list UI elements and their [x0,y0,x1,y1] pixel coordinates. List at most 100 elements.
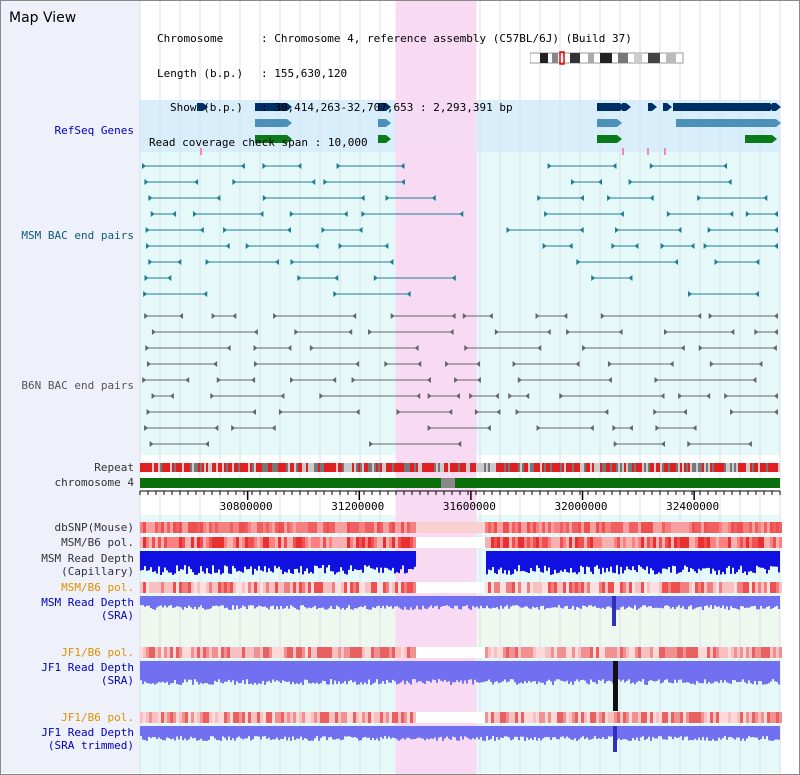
msm-depth-sra-bar [538,596,540,610]
msm-bac-end [142,163,147,169]
msm-depth-sra-bar [386,596,388,606]
chromosome-ideogram[interactable] [530,51,685,65]
dbsnp-cell [296,522,299,533]
msm-depth-sra-bar [562,596,564,609]
repeat-block [350,463,352,472]
msm-depth-sra-bar [372,596,374,608]
jf1-depth-trim-bar [658,726,660,737]
jf1-depth-trim-bar [678,726,680,738]
jf1-depth-trim-bar [618,726,620,739]
track-label-msm-b6-pol-sra[interactable]: MSM/B6 pol. [61,581,134,594]
msm-pol-cell [638,537,641,548]
jf1-depth-trim-bar [274,726,276,740]
msm-depth-cap-bar [230,551,232,574]
msm-depth-cap-bar [686,551,688,567]
msm-depth-cap-bar [538,551,540,569]
track-label-refseq[interactable]: RefSeq Genes [54,124,134,137]
jf1-depth-bar [676,661,678,683]
jf1-pol-cell [251,647,254,658]
dbsnp-cell [398,522,401,533]
jf1-depth-trim-bar [454,726,456,738]
msm-depth-cap-bar [624,551,626,571]
msm-depth-cap-bar [582,551,584,568]
jf1-pol-trim-cell [572,712,575,723]
jf1-pol-trim-cell [500,712,503,723]
msm-depth-cap-bar [194,551,196,575]
msm-depth-sra-bar [262,596,264,607]
jf1-depth-bar [382,661,384,682]
jf1-pol-trim-cell [380,712,383,723]
msm-pol-sra-cell [332,582,335,593]
track-label-chromosome[interactable]: chromosome 4 [54,476,134,489]
msm-pol-sra-cell [689,582,692,593]
msm-depth-cap-bar [736,551,738,573]
msm-depth-sra-bar [602,596,604,608]
jf1-depth-bar [158,661,160,682]
track-label-msm-depth-cap[interactable]: MSM Read Depth (Capillary) [41,552,134,578]
jf1-depth-bar [620,661,622,682]
jf1-pol-cell [506,647,509,658]
repeat-block [416,463,418,472]
b6n-bac-end [537,345,542,351]
msm-bac-end [459,211,464,217]
track-label-jf1-depth-trim[interactable]: JF1 Read Depth (SRA trimmed) [41,726,134,752]
msm-depth-cap-bar [704,551,706,569]
jf1-depth-trim-bar [650,726,652,741]
jf1-pol-trim-cell [626,712,629,723]
msm-pol-sra-cell [602,582,605,593]
jf1-depth-trim-bar [246,726,248,739]
msm-depth-sra-bar [216,596,218,606]
dbsnp-cell [254,522,257,533]
msm-bac-end [148,195,153,201]
msm-depth-sra-bar [344,596,346,610]
msm-depth-cap-bar [694,551,696,572]
jf1-depth-bar [556,661,558,680]
msm-depth-sra-bar [652,596,654,609]
jf1-depth-bar [374,661,376,683]
msm-pol-cell [728,537,731,548]
track-label-msm-bac[interactable]: MSM BAC end pairs [21,229,134,242]
dbsnp-cell [599,522,602,533]
dbsnp-cell [779,522,782,533]
track-label-b6n-bac[interactable]: B6N BAC end pairs [21,379,134,392]
track-label-repeat[interactable]: Repeat [94,461,134,474]
jf1-pol-trim-cell [155,712,158,723]
track-label-jf1-depth[interactable]: JF1 Read Depth (SRA) [41,661,134,687]
b6n-bac-end [515,409,520,415]
jf1-pol-trim-cell [254,712,257,723]
jf1-depth-bar [160,661,162,683]
msm-depth-sra-bar [650,596,652,607]
dbsnp-cell [680,522,683,533]
track-label-dbsnp[interactable]: dbSNP(Mouse) [54,521,134,534]
msm-pol-cell [587,537,590,548]
track-label-jf1-b6-pol[interactable]: JF1/B6 pol. [61,646,134,659]
jf1-depth-trim-bar [574,726,576,739]
msm-pol-sra-cell [644,582,647,593]
repeat-block [496,463,498,472]
jf1-pol-cell [542,647,545,658]
dbsnp-cell [518,522,521,533]
msm-pol-cell [209,537,212,548]
jf1-depth-bar [380,661,382,684]
jf1-depth-trim-bar [198,726,200,741]
dbsnp-cell [299,522,302,533]
track-label-msm-depth-sra[interactable]: MSM Read Depth (SRA) [41,596,134,622]
dbsnp-cell [401,522,404,533]
jf1-depth-bar [492,661,494,685]
repeat-block [546,463,548,472]
jf1-depth-bar [776,661,778,682]
track-label-msm-b6-pol[interactable]: MSM/B6 pol. [61,536,134,549]
track-label-jf1-b6-pol-trim[interactable]: JF1/B6 pol. [61,711,134,724]
msm-pol-cell [185,537,188,548]
repeat-block [150,463,152,472]
repeat-block [434,463,436,472]
repeat-block [652,463,654,472]
msm-depth-cap-bar [338,551,340,572]
msm-depth-sra-bar [522,596,524,608]
jf1-depth-bar [316,661,318,683]
msm-pol-sra-cell [314,582,317,593]
msm-depth-sra-bar [708,596,710,608]
repeat-block [222,463,224,472]
jf1-depth-bar [510,661,512,680]
